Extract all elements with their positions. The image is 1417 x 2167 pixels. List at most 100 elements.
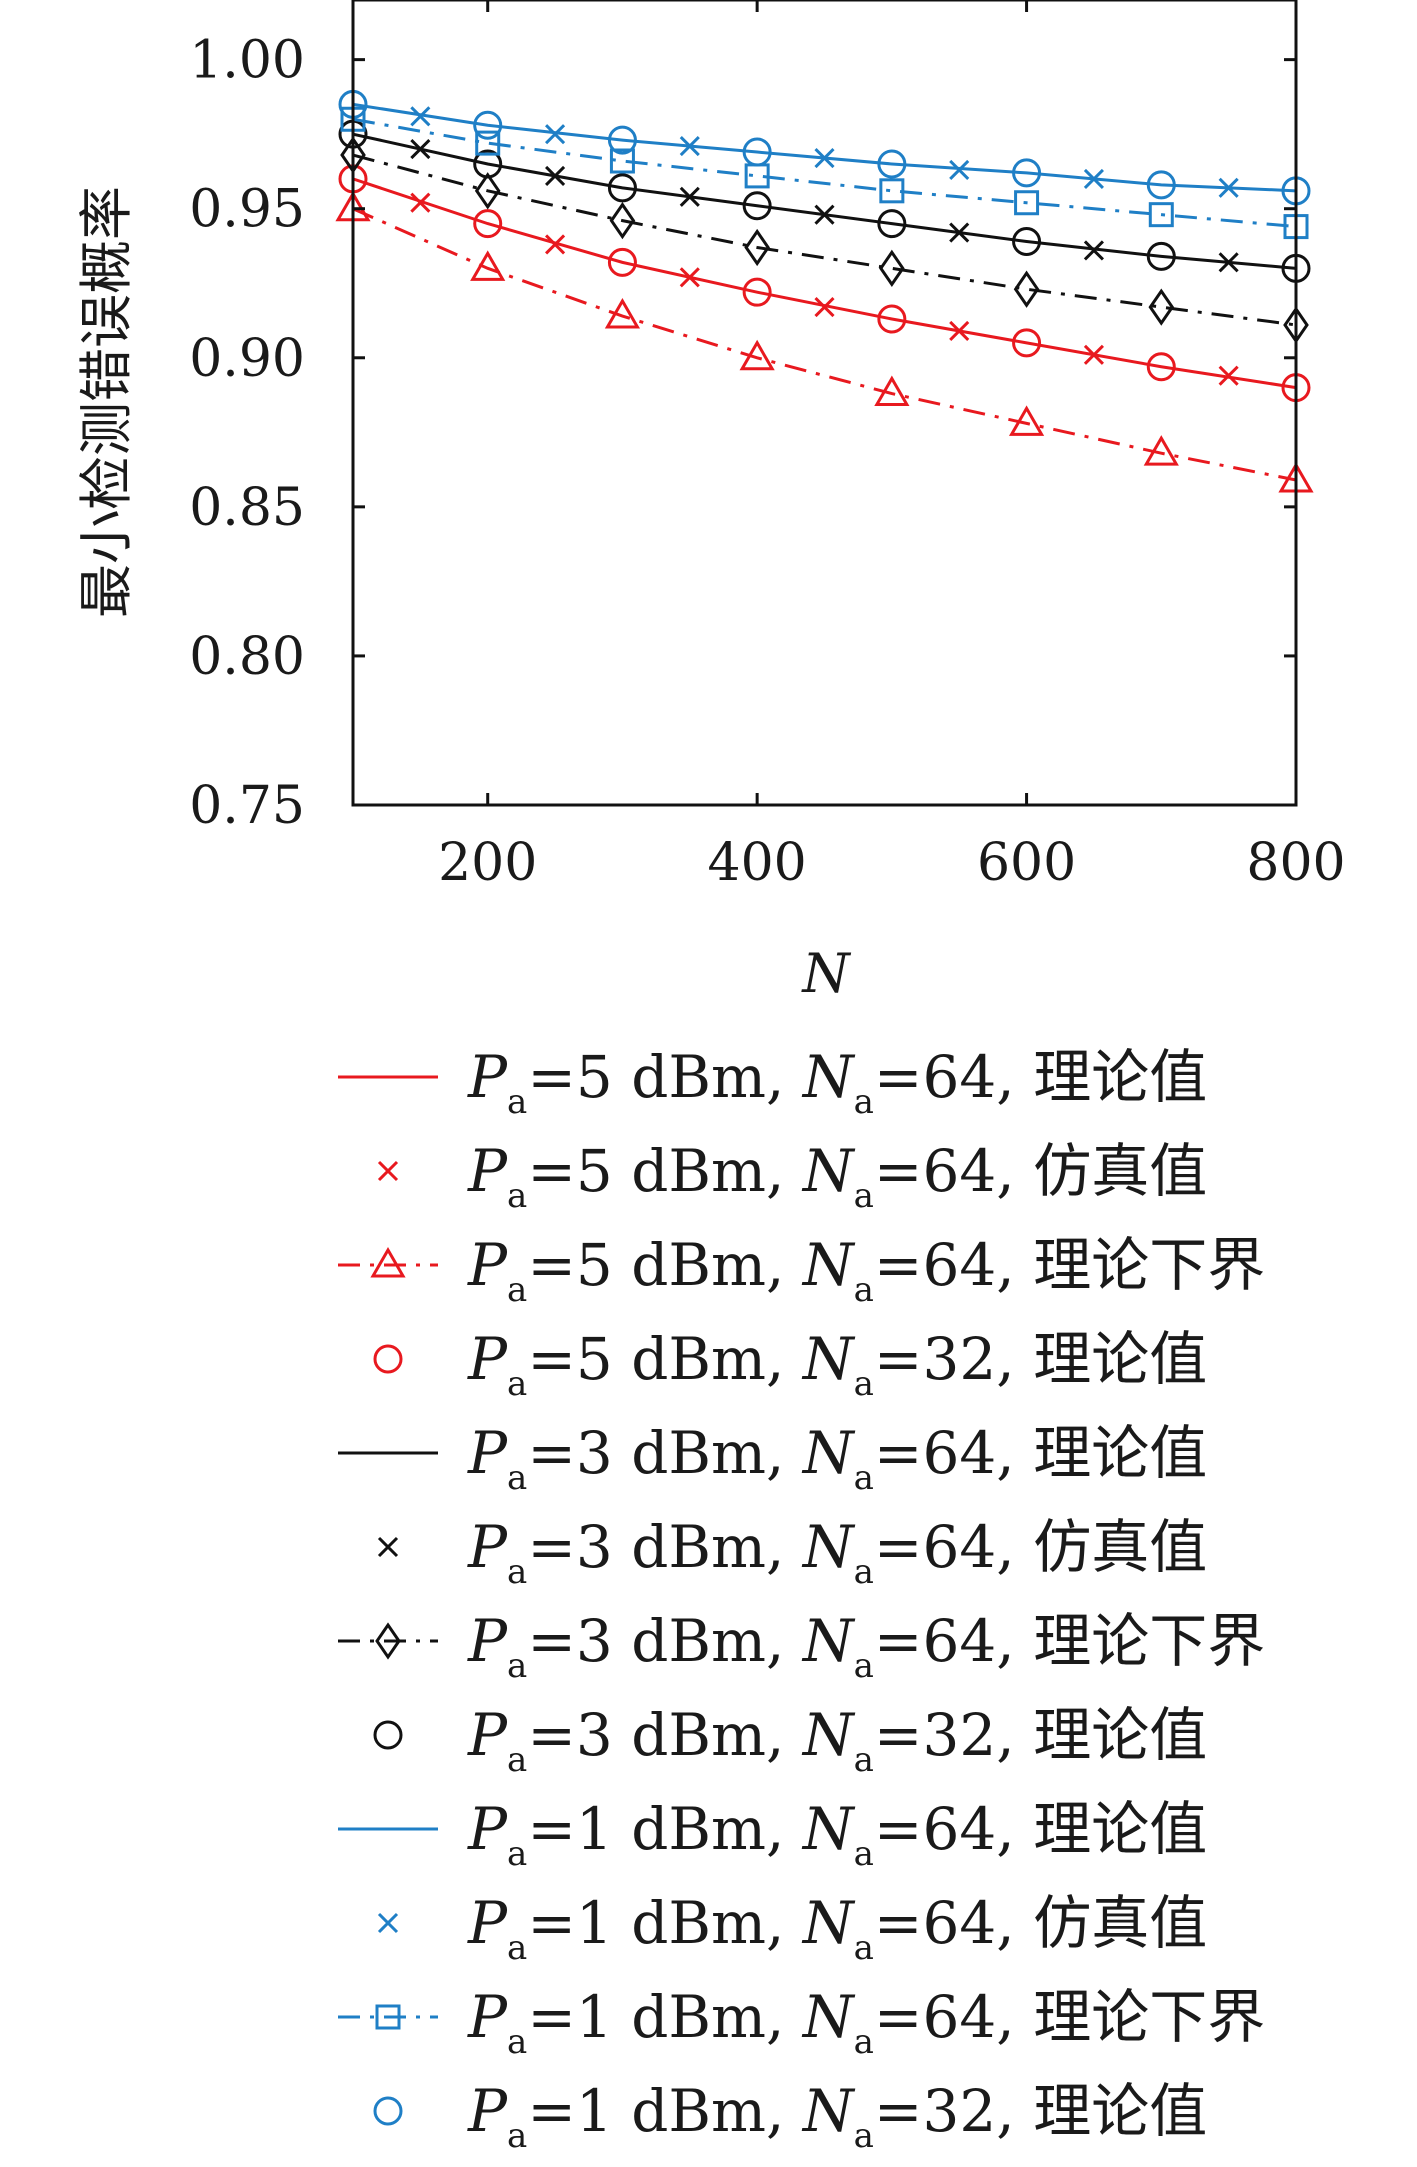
y-tick-label: 1.00 (189, 31, 305, 91)
series-3-point (739, 339, 775, 371)
series-3-line (352, 207, 1297, 482)
legend-entry-7: Pa=3 dBm, Na=64, 理论下界 (338, 1607, 1265, 1686)
legend-label: Pa=3 dBm, Na=32, 理论值 (467, 1701, 1207, 1780)
series-4-point (1146, 352, 1176, 382)
legend-marker (373, 1344, 403, 1374)
legend-marker (370, 1246, 406, 1278)
series-10-point (1083, 168, 1104, 189)
legend-label: Pa=1 dBm, Na=64, 仿真值 (467, 1889, 1207, 1968)
y-axis-label: 最小检测错误概率 (75, 186, 138, 618)
legend-label: Pa=5 dBm, Na=32, 理论值 (467, 1325, 1207, 1404)
series-4-point (473, 209, 503, 239)
legend-entry-10: Pa=1 dBm, Na=64, 仿真值 (377, 1889, 1207, 1968)
y-tick-label: 0.95 (189, 180, 305, 240)
series-12 (338, 89, 1311, 206)
series-12-point (1012, 158, 1042, 188)
series-12-point (877, 149, 907, 179)
y-tick-label: 0.85 (189, 478, 305, 538)
series-7-point (1148, 288, 1175, 326)
series-2-point (949, 320, 970, 342)
legend-entry-5: Pa=3 dBm, Na=64, 理论值 (338, 1419, 1207, 1498)
series-6-point (1083, 240, 1104, 261)
series-11-point (879, 178, 905, 204)
series-12-point (1146, 170, 1176, 200)
legend-label: Pa=1 dBm, Na=32, 理论值 (467, 2077, 1207, 2156)
series-9-line (352, 102, 1297, 193)
plot-marks (335, 89, 1314, 493)
legend-entry-1: Pa=5 dBm, Na=64, 理论值 (338, 1043, 1207, 1122)
legend-entry-6: Pa=3 dBm, Na=64, 仿真值 (377, 1513, 1207, 1592)
series-4-point (1012, 328, 1042, 358)
series-2-point (1083, 344, 1104, 365)
legend: Pa=5 dBm, Na=64, 理论值 Pa=5 dBm, Na=64, 仿真值… (338, 1043, 1265, 2156)
series-6-point (679, 186, 700, 207)
series-10-point (545, 124, 566, 145)
series-7-point (879, 249, 905, 287)
series-11 (340, 106, 1309, 240)
series-10-point (814, 147, 835, 169)
series-3 (335, 190, 1314, 493)
y-tick-label: 0.90 (189, 329, 305, 389)
series-3-point (470, 250, 506, 281)
x-tick-label: 800 (1246, 833, 1345, 893)
series-10-point (679, 136, 700, 157)
series-11-point (475, 130, 501, 156)
series-8-point (1012, 227, 1042, 256)
legend-entry-2: Pa=5 dBm, Na=64, 仿真值 (377, 1137, 1207, 1216)
series-7 (340, 136, 1309, 344)
legend-marker (375, 2004, 401, 2030)
series-10-point (410, 106, 431, 127)
legend-marker (373, 1720, 403, 1750)
series-6-point (545, 165, 566, 186)
legend-entry-11: Pa=1 dBm, Na=64, 理论下界 (338, 1983, 1265, 2062)
legend-entry-12: Pa=1 dBm, Na=32, 理论值 (373, 2077, 1207, 2156)
legend-label: Pa=3 dBm, Na=64, 理论值 (467, 1419, 1207, 1498)
series-12-point (607, 125, 637, 155)
series-3-point (1008, 405, 1045, 436)
legend-entry-8: Pa=3 dBm, Na=32, 理论值 (373, 1701, 1207, 1780)
series-11-point (1148, 202, 1174, 228)
x-tick-label: 600 (977, 833, 1076, 893)
legend-entry-3: Pa=5 dBm, Na=64, 理论下界 (338, 1231, 1265, 1310)
legend-entry-9: Pa=1 dBm, Na=64, 理论值 (338, 1795, 1207, 1874)
series-7-point (1013, 270, 1040, 308)
series-2-point (679, 267, 700, 288)
x-axis-label: N (800, 942, 851, 1005)
series-12-point (742, 137, 772, 167)
series-6-point (410, 139, 431, 160)
series-3-point (604, 298, 641, 329)
series-2-point (814, 297, 835, 318)
legend-entry-4: Pa=5 dBm, Na=32, 理论值 (373, 1325, 1207, 1404)
series-3-point (1143, 435, 1179, 466)
series-8-point (473, 149, 503, 179)
legend-label: Pa=3 dBm, Na=64, 理论下界 (467, 1607, 1265, 1686)
series-6-point (949, 222, 970, 243)
legend-marker (377, 1912, 399, 1934)
x-tick-label: 200 (438, 833, 537, 893)
series-10 (410, 106, 1239, 198)
series-4-point (742, 277, 772, 307)
legend-label: Pa=1 dBm, Na=64, 理论下界 (467, 1983, 1265, 2062)
series-6-point (814, 204, 835, 225)
series-7-point (474, 172, 501, 210)
series-9 (352, 102, 1297, 193)
series-10-point (1218, 177, 1239, 198)
legend-marker (377, 1536, 399, 1558)
axes: 200 400 600 800 0.75 0.80 0.85 0.90 0.95 1.00 (189, 0, 1346, 893)
series-8-point (742, 191, 772, 221)
series-4-point (877, 304, 907, 334)
series-11-point (609, 148, 635, 174)
x-tick-label: 400 (708, 833, 807, 893)
series-2 (410, 192, 1239, 386)
legend-label: Pa=5 dBm, Na=64, 理论下界 (467, 1231, 1265, 1310)
legend-marker (377, 1160, 399, 1182)
series-7-point (609, 201, 636, 240)
series-4-point (607, 247, 637, 277)
series-11-point (1014, 190, 1040, 216)
series-2-point (1218, 365, 1239, 386)
series-2-point (410, 192, 431, 213)
series-11-line (352, 117, 1297, 229)
legend-label: Pa=1 dBm, Na=64, 理论值 (467, 1795, 1207, 1874)
series-2-point (545, 234, 566, 255)
